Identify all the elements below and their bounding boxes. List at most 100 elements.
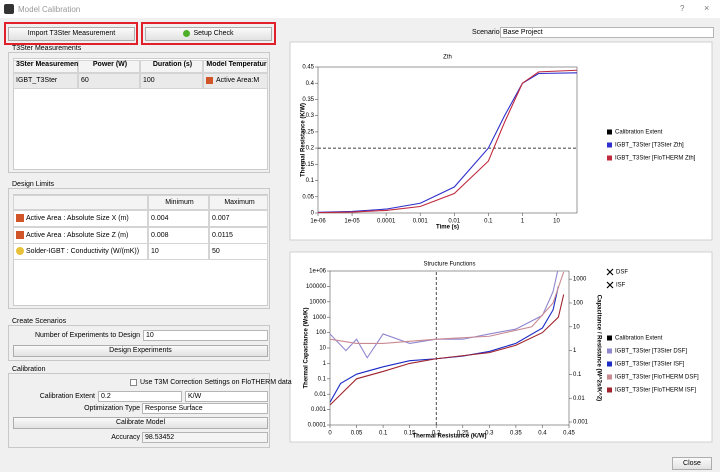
legend-label: Calibration Extent xyxy=(615,336,663,342)
x-tick-label: 0.1 xyxy=(379,431,388,437)
chart-title: Zth xyxy=(443,55,452,61)
table-cell: 0.007 xyxy=(209,210,268,227)
table-header: Maximum xyxy=(209,195,268,210)
x-tick-label: 0.15 xyxy=(404,431,416,437)
group-title: Create Scenarios xyxy=(12,318,67,325)
chart-title: Structure Functions xyxy=(423,262,475,268)
close-window[interactable]: × xyxy=(704,3,710,13)
series-line xyxy=(330,294,565,406)
y-axis-label: Thermal Capacitance (Ws/K) xyxy=(304,307,310,388)
scenario-label: Scenario xyxy=(472,29,500,36)
x-tick-label: 0.2 xyxy=(432,431,441,437)
series-line xyxy=(318,69,577,213)
y-tick-label: 0.01 xyxy=(314,392,326,398)
y-tick-label: 10000 xyxy=(309,299,326,305)
y-tick-label: 100 xyxy=(316,330,327,336)
x-axis-label: Thermal Resistance (K/W) xyxy=(412,434,486,440)
table-header: Model Temperatur xyxy=(203,60,268,73)
series-line xyxy=(318,72,577,213)
icon xyxy=(16,230,24,239)
table-cell: Solder-IGBT : Conductivity (W/(mK)) xyxy=(13,243,148,260)
y-tick-label: 0.1 xyxy=(306,178,315,184)
window-title: Model Calibration xyxy=(18,5,81,14)
icon xyxy=(206,77,213,84)
design-button[interactable]: Design Experiments xyxy=(13,345,268,357)
group-box xyxy=(8,373,270,448)
legend-label: Calibration Extent xyxy=(615,130,663,136)
table-cell: 10 xyxy=(148,243,209,260)
close-button[interactable]: Close xyxy=(672,457,712,470)
field-label: Accuracy xyxy=(111,434,140,441)
table-cell: 0.0115 xyxy=(209,226,268,244)
y-tick-label: 100000 xyxy=(306,284,327,290)
x-tick-label: 0 xyxy=(328,431,332,437)
checkbox[interactable] xyxy=(130,379,137,386)
legend-label: IGBT_T3Ster [T3Ster Zth] xyxy=(615,143,684,149)
setup-button[interactable]: Setup Check xyxy=(145,27,272,41)
legend-label: ISF xyxy=(616,283,626,289)
x-tick-label: 1 xyxy=(521,219,525,225)
table-header: Duration (s) xyxy=(140,60,203,73)
unit-select[interactable]: K/W xyxy=(185,391,268,402)
calibrate-button[interactable]: Calibrate Model xyxy=(13,417,268,429)
x-tick-label: 0.4 xyxy=(538,431,547,437)
legend-label: IGBT_T3Ster [T3Ster ISF] xyxy=(615,362,685,368)
y-tick-label: 0.2 xyxy=(306,146,315,152)
y2-tick-label: 1 xyxy=(573,348,577,354)
x-tick-label: 0.1 xyxy=(484,219,493,225)
y2-axis-label: Capacitance / Resistance (W^2s/K^2) xyxy=(595,295,601,401)
optimization-select[interactable]: Response Surface xyxy=(142,403,268,414)
field-label: Optimization Type xyxy=(84,405,140,412)
extent-input[interactable]: 0.2 xyxy=(98,391,182,402)
plot-frame xyxy=(317,66,578,214)
legend-swatch xyxy=(607,361,612,367)
y-tick-label: 0.35 xyxy=(302,97,314,103)
y-tick-label: 0.25 xyxy=(302,129,314,135)
group-title: Calibration xyxy=(12,366,46,373)
table-select[interactable]: Active Area:M xyxy=(203,73,268,89)
x-tick-label: 0.35 xyxy=(510,431,522,437)
legend-label: IGBT_T3Ster [T3Ster DSF] xyxy=(615,349,687,355)
y-tick-label: 10 xyxy=(319,346,326,352)
table-cell: Active Area : Absolute Size Z (m) xyxy=(13,226,148,244)
table-header: 3Ster Measuremen xyxy=(13,60,78,73)
y-tick-label: 1000 xyxy=(313,315,327,321)
table-header: Minimum xyxy=(148,195,209,210)
table-header: Power (W) xyxy=(78,60,140,73)
field-label: Calibration Extent xyxy=(39,393,95,400)
y-tick-label: 0.15 xyxy=(302,162,314,168)
y2-tick-label: 0.1 xyxy=(573,372,582,378)
x-tick-label: 0.45 xyxy=(563,431,575,437)
import-button[interactable]: Import T3Ster Measurement xyxy=(8,27,135,41)
legend-swatch xyxy=(607,387,612,393)
help-button[interactable]: ? xyxy=(680,4,685,13)
y-tick-label: 0.001 xyxy=(311,407,327,413)
accuracy-output: 98.53452 xyxy=(142,432,268,443)
table-header xyxy=(13,195,148,210)
x-tick-label: 0.001 xyxy=(413,219,429,225)
field-label: Number of Experiments to Design xyxy=(34,332,140,339)
sf-panel xyxy=(289,251,713,443)
scenario-select[interactable]: Base Project xyxy=(500,27,714,38)
y2-tick-label: 0.001 xyxy=(573,420,589,426)
checkbox-label: Use T3M Correction Settings on FloTHERM … xyxy=(140,379,292,386)
y2-tick-label: 0.01 xyxy=(573,396,585,402)
legend-label: IGBT_T3Ster [FloTHERM ISF] xyxy=(615,388,696,394)
x-tick-label: 0.05 xyxy=(351,431,363,437)
legend-swatch xyxy=(607,129,612,135)
table-cell: 60 xyxy=(78,73,140,89)
legend-label: DSF xyxy=(616,270,628,276)
legend-swatch xyxy=(607,374,612,380)
y-tick-label: 0.05 xyxy=(302,194,314,200)
x-tick-label: 0.25 xyxy=(457,431,469,437)
zth-panel xyxy=(289,41,713,241)
y2-tick-label: 100 xyxy=(573,301,584,307)
table-cell: IGBT_T3Ster xyxy=(13,73,78,89)
experiments-input[interactable]: 10 xyxy=(143,330,268,341)
legend-swatch xyxy=(607,348,612,354)
table-cell: 0.004 xyxy=(148,210,209,227)
legend-label: IGBT_T3Ster [FloTHERM Zth] xyxy=(615,156,696,162)
x-tick-label: 0.3 xyxy=(485,431,494,437)
x-tick-label: 0.01 xyxy=(448,219,460,225)
